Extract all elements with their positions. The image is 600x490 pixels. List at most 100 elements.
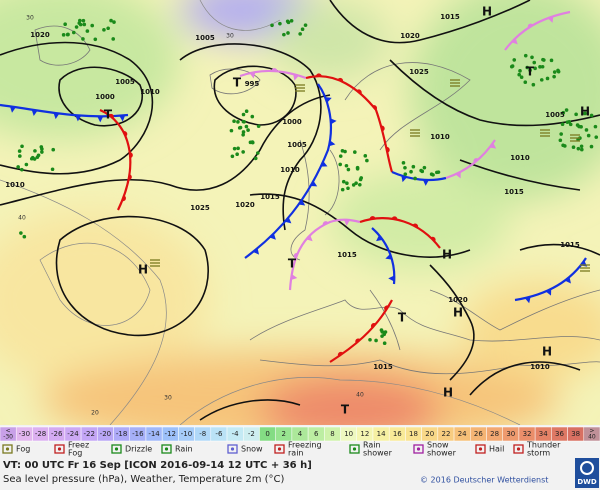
scale-label: -30 (19, 430, 30, 438)
rain-dot (346, 186, 350, 191)
rain-dot (111, 37, 116, 41)
pressure-label: 1015 (337, 251, 357, 259)
rain-dot (241, 130, 246, 134)
rain-dot (558, 138, 563, 143)
rain-dot (359, 176, 364, 180)
legend-icon (111, 444, 122, 454)
front-symbol (121, 195, 126, 202)
rain-dot (365, 158, 369, 163)
legend-label: Freez (68, 441, 89, 450)
front-symbol (97, 116, 104, 123)
front-symbol (290, 274, 298, 281)
legend-icon-dot (352, 447, 357, 451)
rain-dot (109, 18, 113, 23)
pressure-label: 1005 (195, 34, 215, 42)
rain-dot (341, 179, 346, 184)
pressure-label: 1000 (282, 118, 302, 126)
rain-dot (561, 110, 566, 115)
rain-dot (81, 37, 85, 41)
front-symbol (372, 105, 378, 111)
scale-label: 12 (360, 430, 369, 438)
front-symbol (293, 252, 298, 259)
temperature-label: 30 (164, 395, 172, 402)
rain-dot (539, 78, 544, 82)
front-symbol (31, 109, 38, 116)
rain-dot (278, 21, 282, 26)
rain-dot (20, 167, 24, 172)
pressure-center: H (138, 263, 148, 277)
rain-dot (61, 33, 66, 37)
rain-dot (63, 22, 67, 27)
rain-dot (382, 341, 387, 346)
scale-label: 8 (330, 430, 334, 438)
front-symbol (128, 174, 132, 181)
front-symbol (269, 233, 276, 240)
scale-label: 36 (555, 430, 564, 438)
pressure-center: T (288, 257, 297, 271)
scale-label: -6 (215, 430, 223, 438)
scale-label: -26 (51, 430, 63, 438)
legend-icon (54, 444, 65, 454)
scale-label: 22 (441, 430, 450, 438)
pressure-label: 1020 (400, 32, 420, 40)
scale-label: -10 (181, 430, 192, 438)
legend-label: shower (427, 449, 457, 458)
rain-dot (270, 23, 274, 28)
pressure-label: 995 (245, 80, 260, 88)
rain-dot (71, 30, 76, 35)
rain-dot (246, 128, 250, 132)
rain-dot (368, 337, 372, 342)
rain-dot (232, 146, 237, 151)
rain-dot (102, 28, 106, 32)
pressure-label: 1025 (190, 204, 210, 212)
front-symbol (9, 106, 16, 113)
pressure-center: H (542, 345, 552, 359)
scale-label: 16 (393, 430, 402, 438)
front-symbol (337, 77, 344, 82)
temperature-label: 20 (91, 410, 99, 417)
pressure-label: 1020 (30, 31, 50, 39)
front-line (504, 10, 571, 51)
rain-dot (586, 133, 591, 138)
rain-dot (512, 58, 517, 62)
temperature-label: 40 (18, 215, 26, 222)
rain-dot (549, 58, 554, 63)
valid-time: VT: 00 UTC Fr 16 Sep [ICON 2016-09-14 12… (3, 460, 312, 471)
isotherms (0, 0, 521, 425)
scale-label: < (6, 428, 11, 435)
legend-label: Rain (175, 445, 193, 454)
legend-label: Thunder (526, 441, 561, 450)
pressure-center: H (443, 386, 453, 400)
legend-label: Fog (68, 449, 82, 458)
front-symbol (271, 68, 278, 72)
rain-dot (40, 147, 44, 151)
pressure-center: T (233, 76, 242, 90)
rain-dot (579, 125, 583, 129)
rain-dot (509, 64, 514, 69)
rain-dot (338, 162, 343, 167)
scale-label: > (589, 428, 594, 435)
pressure-label: 1010 (140, 88, 160, 96)
rain-dot (353, 150, 357, 154)
rain-dot (282, 32, 286, 37)
rain-dot (82, 22, 87, 27)
legend-icon-dot (57, 447, 62, 451)
scale-label: 30 (506, 430, 515, 438)
scale-label: -30 (3, 434, 13, 441)
front-symbol (75, 115, 82, 122)
scale-label: 0 (265, 430, 269, 438)
front-symbol (412, 223, 419, 228)
pressure-center: H (580, 105, 590, 119)
rain-dot (90, 23, 95, 28)
rain-dot (574, 112, 578, 117)
front-line (371, 227, 396, 285)
rain-dot (355, 166, 360, 171)
pressure-center: T (341, 403, 350, 417)
front-symbol (123, 131, 128, 137)
legend-icon (2, 444, 13, 454)
rain-dot (24, 162, 29, 167)
pressure-label: 1020 (235, 201, 255, 209)
legend-icon-dot (5, 447, 10, 451)
front-line (239, 69, 307, 80)
